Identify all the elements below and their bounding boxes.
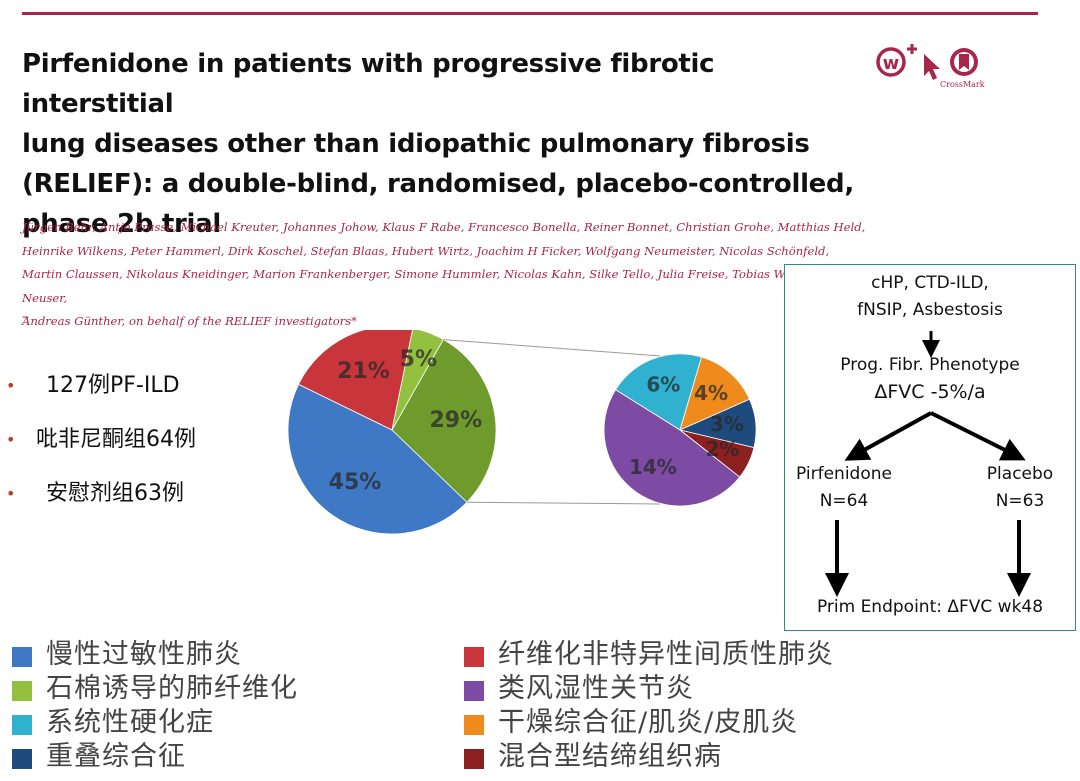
chart-legend: 慢性过敏性肺炎 纤维化非特异性间质性肺炎 石棉诱导的肺纤维化 类风湿性关节炎 系… [12,638,1072,778]
legend-swatch [12,647,32,667]
bullet-text: 127例PF-ILD [46,373,180,398]
title-line: Pirfenidone in patients with progressive… [22,49,715,119]
pie-connector-line [443,339,661,357]
legend-label: 重叠综合征 [46,741,186,772]
author-line: Heinrike Wilkens, Peter Hammerl, Dirk Ko… [22,243,830,258]
flow-primary-endpoint: Prim Endpoint: ΔFVC wk48 [816,597,1044,617]
pie-connector-line [466,501,661,505]
pie-slice-label: 21% [337,359,390,384]
legend-swatch [12,715,32,735]
bullet-text: 吡非尼酮组64例 [36,427,196,452]
legend-swatch [464,749,484,769]
pie-slice [287,383,468,535]
w-plus-icon: w [876,44,917,77]
breakout-slice [614,353,703,431]
pie-of-pie-chart: 21% 5% 29% 45% 6% 4% 3%2% 14% [287,330,757,535]
author-line: Jürgen Behr, Antje Prasse, Michael Kreut… [22,220,866,234]
legend-label: 系统性硬化症 [46,707,214,738]
legend-swatch [464,681,484,701]
title-line: lung diseases other than idiopathic pulm… [22,129,810,159]
legend-label: 混合型结缔组织病 [498,741,722,772]
breakout-slice-label: 2% [705,437,739,461]
bullet-marker: • [6,430,16,449]
svg-text:w: w [883,53,900,74]
author-line: Andreas Günther, on behalf of the RELIEF… [22,314,357,328]
legend-label: 石棉诱导的肺纤维化 [46,673,298,704]
flow-arm-pirfenidone-n: N=64 [819,491,869,511]
breakout-slice [603,389,741,507]
breakout-slice-label: 3% [710,412,744,436]
bullet-marker: • [6,484,16,503]
crossmark-icon [950,48,978,76]
study-flow-diagram: cHP, CTD-ILD, fNSIP, Asbestosis Prog. Fi… [784,264,1076,631]
bullet-marker: • [6,376,16,395]
legend-label: 慢性过敏性肺炎 [46,639,242,670]
breakout-slice-label: 6% [646,372,680,396]
flow-arm-placebo: Placebo [986,464,1054,484]
legend-swatch [464,647,484,667]
flow-population-line1: cHP, CTD-ILD, [871,273,989,293]
breakout-slice [679,356,751,431]
pie-slice [391,339,497,503]
legend-label: 类风湿性关节炎 [498,673,694,704]
top-rule [22,12,1038,15]
breakout-slice-label: 4% [694,381,728,405]
pie-slice-label: 29% [429,408,482,433]
flow-population-line2: fNSIP, Asbestosis [857,300,1003,320]
title-line: phase 2b trial [22,209,222,239]
pie-slice [297,330,413,431]
cursor-icon [924,54,940,80]
flow-arrows [825,331,1031,597]
legend-swatch [12,681,32,701]
breakout-slice-label: 14% [629,455,677,479]
separator-dash: – [22,309,29,325]
legend-label: 干燥综合征/肌炎/皮肌炎 [498,707,799,738]
pie-slice-label: 5% [400,347,437,372]
legend-label: 纤维化非特异性间质性肺炎 [498,639,834,670]
legend-swatch [12,749,32,769]
paper-title: Pirfenidone in patients with progressive… [22,44,862,244]
crossmark-label: CrossMark [940,80,985,89]
bullet-text: 安慰剂组63例 [46,481,184,506]
title-line: (RELIEF): a double-blind, randomised, pl… [22,169,854,199]
legend-swatch [464,715,484,735]
flow-phenotype-line2: ΔFVC -5%/a [874,381,986,403]
flow-arm-placebo-n: N=63 [995,491,1045,511]
journal-logos: w [876,44,978,80]
author-list: Jürgen Behr, Antje Prasse, Michael Kreut… [22,216,872,334]
pie-slice-label: 45% [329,470,382,495]
flow-arm-pirfenidone: Pirfenidone [796,464,892,484]
flow-phenotype-line1: Prog. Fibr. Phenotype [840,355,1020,375]
author-line: Martin Claussen, Nikolaus Kneidinger, Ma… [22,267,846,305]
